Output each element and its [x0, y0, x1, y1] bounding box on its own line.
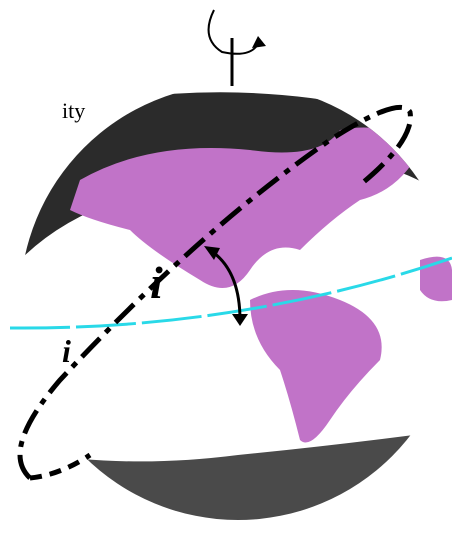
inclination-label-back: i — [62, 333, 71, 369]
rotation-axis — [209, 10, 266, 86]
top-text: ity — [62, 98, 85, 123]
globe — [20, 84, 452, 533]
orbit-diagram: ity i i — [0, 0, 452, 533]
inclination-label: i — [150, 257, 163, 308]
orbit-back — [30, 455, 90, 478]
